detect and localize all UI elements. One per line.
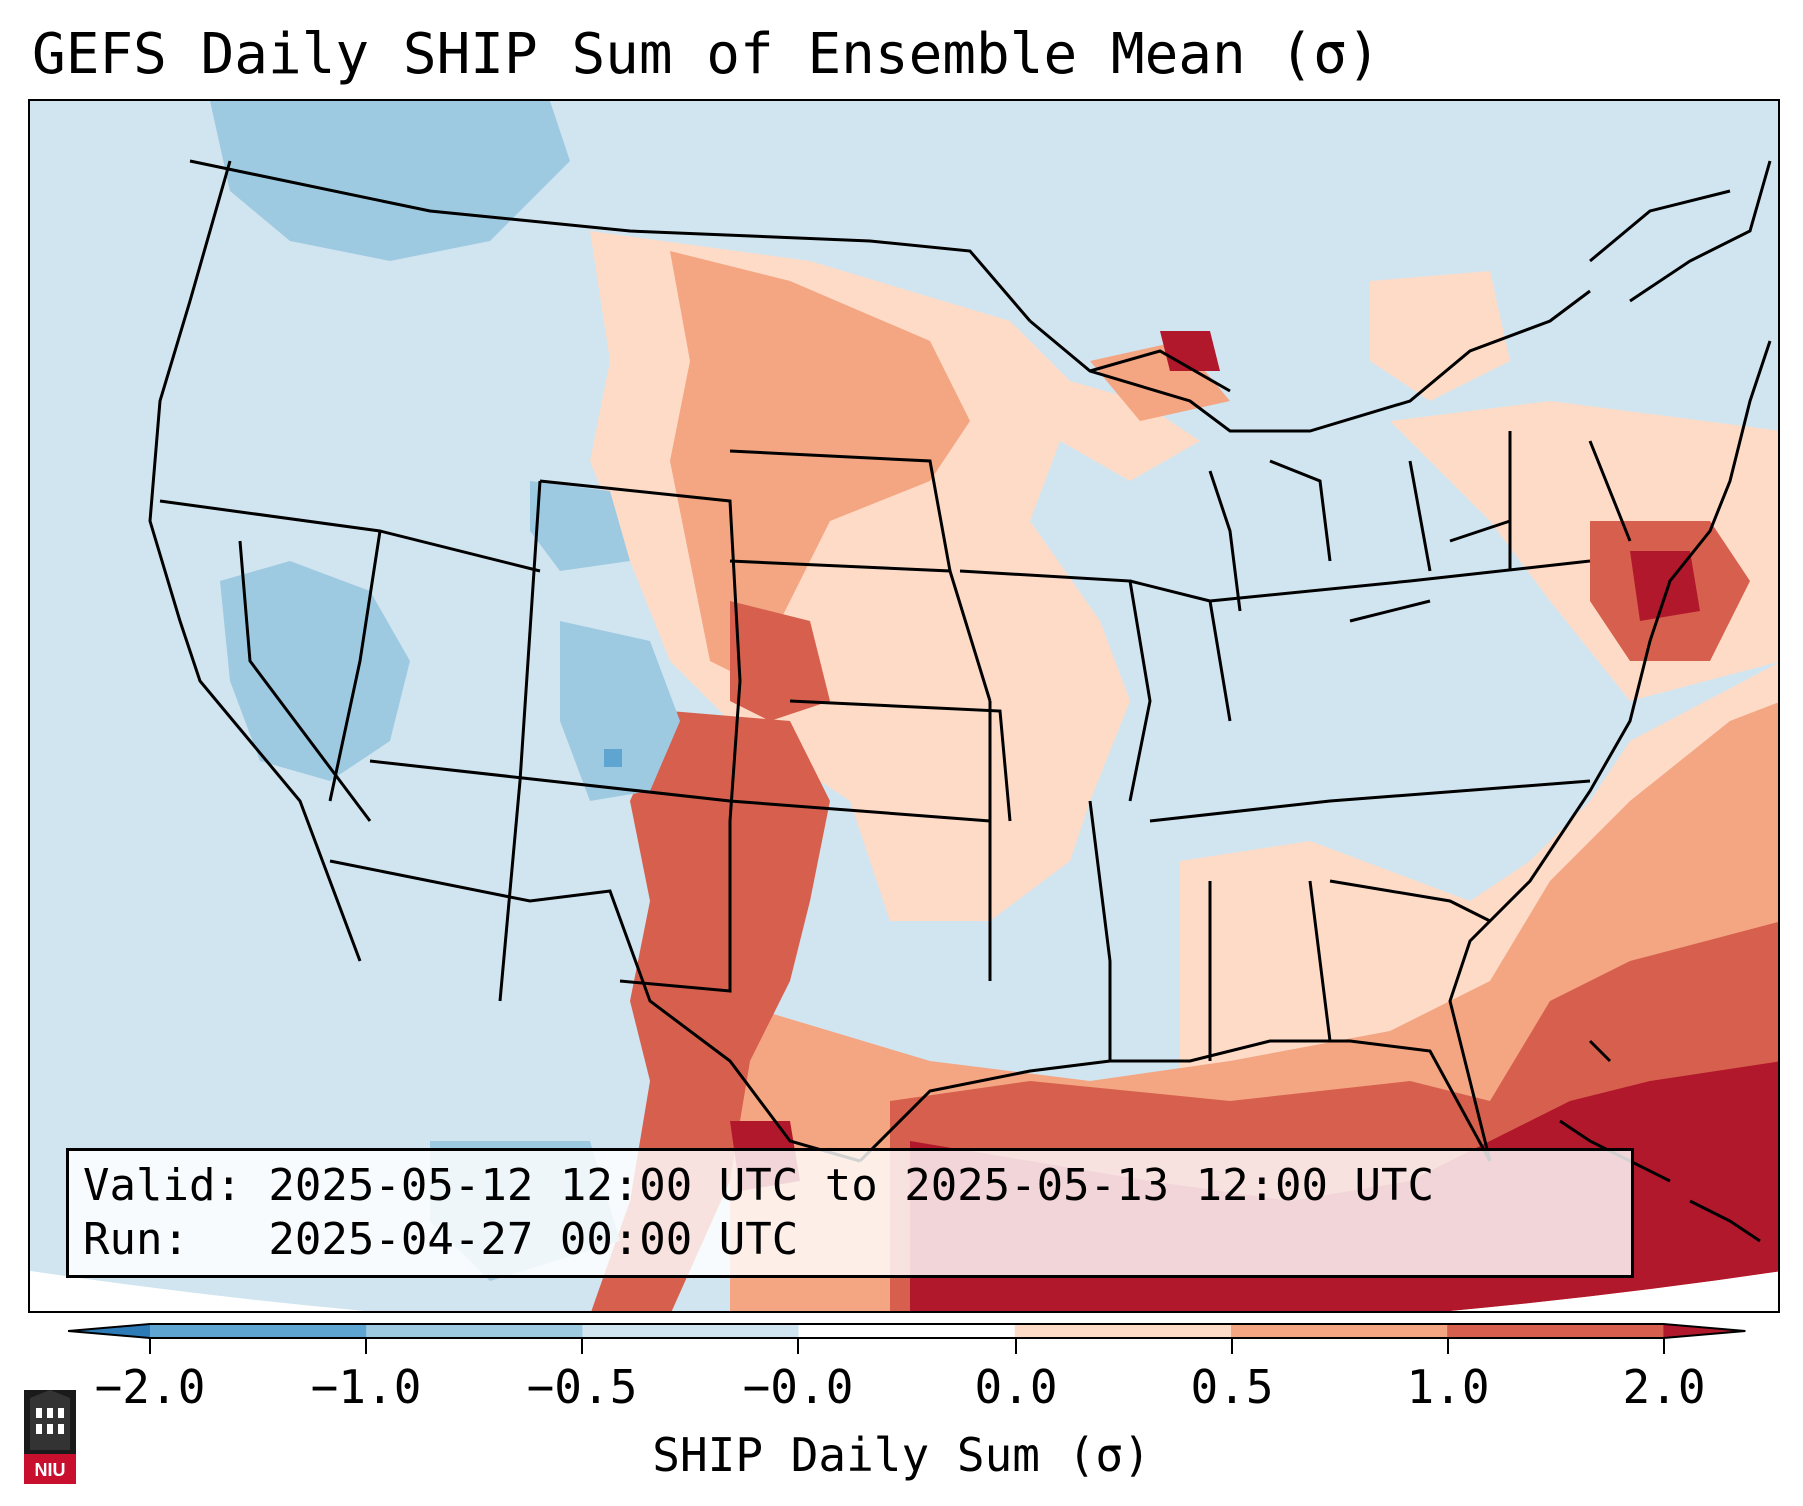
valid-run-box: Valid: 2025-05-12 12:00 UTC to 2025-05-1… — [66, 1148, 1634, 1278]
tick-label-neg-0-5: −0.5 — [526, 1360, 638, 1414]
run-time-line: Run: 2025-04-27 00:00 UTC — [83, 1214, 799, 1265]
boundary-lines — [148, 159, 1772, 1163]
tick-label-0-0: 0.0 — [974, 1360, 1058, 1414]
tick-label-1-0: 1.0 — [1406, 1360, 1490, 1414]
map-panel — [28, 99, 1780, 1313]
colorbar-segments — [68, 1323, 1746, 1339]
extreme-positive-nj — [1630, 551, 1700, 621]
colorbar — [68, 1323, 1746, 1354]
tick-label-neg-0-0: −0.0 — [742, 1360, 854, 1414]
tick-label-neg-2-0: −2.0 — [94, 1360, 206, 1414]
moderate-positive-plains — [670, 251, 970, 681]
colorbar-segment — [150, 1324, 368, 1338]
tick-label-2-0: 2.0 — [1622, 1360, 1706, 1414]
valid-time-line: Valid: 2025-05-12 12:00 UTC to 2025-05-1… — [83, 1160, 1435, 1211]
domain-edge — [30, 1271, 1778, 1311]
positive-region-canada — [1370, 271, 1510, 401]
colorbar-extend-low — [68, 1324, 150, 1338]
logo-text: NIU — [35, 1460, 66, 1480]
extreme-positive-lake-superior — [1160, 331, 1220, 371]
negative-region-nevada-spot — [604, 749, 622, 767]
tick-label-0-5: 0.5 — [1190, 1360, 1274, 1414]
chart-title: GEFS Daily SHIP Sum of Ensemble Mean (σ) — [32, 22, 1381, 87]
colorbar-extend-high — [1663, 1324, 1746, 1338]
negative-region-wyoming — [530, 481, 630, 571]
colorbar-segment — [1447, 1324, 1665, 1338]
colorbar-segment — [1014, 1324, 1232, 1338]
anomaly-map — [30, 101, 1778, 1311]
colorbar-segment — [366, 1324, 584, 1338]
negative-region-great-basin — [220, 561, 410, 781]
niu-logo: NIU — [24, 1390, 76, 1484]
tick-label-neg-1-0: −1.0 — [310, 1360, 422, 1414]
colorbar-ticks — [149, 1338, 1665, 1354]
colorbar-segment — [582, 1324, 800, 1338]
strong-positive-kansas — [730, 601, 830, 721]
negative-region-pacific-nw — [210, 101, 570, 261]
negative-region-colorado — [560, 621, 680, 801]
colorbar-label: SHIP Daily Sum (σ) — [652, 1428, 1151, 1482]
colorbar-segment — [798, 1324, 1016, 1338]
colorbar-segment — [1231, 1324, 1449, 1338]
